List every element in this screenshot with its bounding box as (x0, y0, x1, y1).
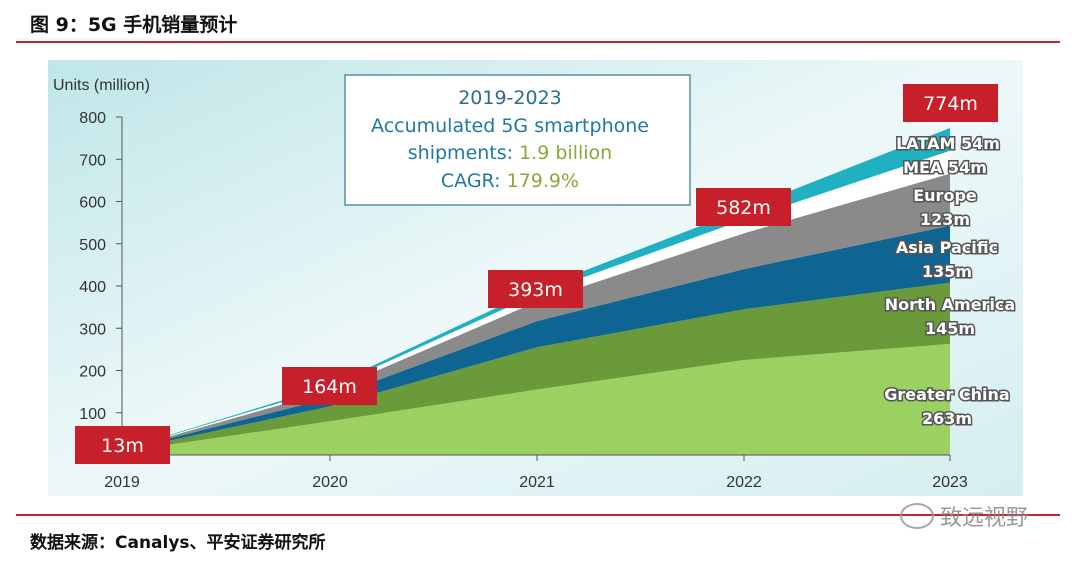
series-value-greater-china: 263m (922, 409, 972, 428)
watermark: 致远视野 (900, 500, 1028, 532)
total-label: 582m (716, 197, 771, 219)
annotation-period: 2019-2023 (458, 87, 562, 109)
watermark-text: 致远视野 (940, 506, 1029, 531)
bottom-divider (16, 514, 1060, 516)
area-europe (122, 173, 950, 451)
y-tick-label: 200 (79, 364, 106, 381)
y-tick-label: 100 (79, 406, 106, 423)
series-label-asia-pacific: Asia Pacific (896, 238, 998, 257)
y-axis-label: Units (million) (53, 77, 150, 94)
series-value-europe: 123m (920, 210, 970, 229)
annotation-shipments: shipments: 1.9 billion (408, 142, 612, 164)
annotation-subtitle: Accumulated 5G smartphone (371, 115, 649, 137)
total-badge (903, 84, 998, 122)
series-value-north-america: 145m (925, 319, 975, 338)
shipments-label: shipments: (408, 142, 519, 164)
y-tick-label: 400 (79, 279, 106, 296)
total-label: 13m (101, 435, 144, 457)
x-tick-label: 2022 (726, 474, 762, 491)
annotation-box: 2019-2023 Accumulated 5G smartphone ship… (344, 74, 691, 206)
y-tick-label: 800 (79, 110, 106, 127)
series-label-north-america: North America (885, 295, 1015, 314)
area-north-america (122, 282, 950, 452)
source-note: 数据来源：Canalys、平安证券研究所 (30, 533, 326, 553)
annotation-cagr: CAGR: 179.9% (441, 170, 579, 192)
y-tick-label: 300 (79, 321, 106, 338)
top-divider (16, 41, 1060, 43)
series-value-asia-pacific: 135m (922, 262, 972, 281)
y-tick-label: 500 (79, 237, 106, 254)
total-label: 393m (508, 279, 563, 301)
total-label: 164m (302, 376, 357, 398)
wechat-icon (900, 503, 934, 529)
cagr-value: 179.9% (507, 170, 579, 192)
total-label: 774m (923, 93, 978, 115)
x-tick-label: 2019 (104, 474, 140, 491)
area-greater-china (122, 343, 950, 455)
series-label-latam: LATAM 54m (896, 134, 1000, 153)
total-badge (696, 188, 791, 226)
y-tick-label: 700 (79, 152, 106, 169)
cagr-label: CAGR: (441, 170, 507, 192)
series-label-mea: MEA 54m (903, 158, 987, 177)
series-label-greater-china: Greater China (884, 385, 1009, 404)
y-tick-label: 600 (79, 195, 106, 212)
figure-title: 图 9：5G 手机销量预计 (30, 14, 238, 36)
series-label-europe: Europe (913, 186, 977, 205)
total-badge (75, 426, 170, 464)
x-tick-label: 2020 (312, 474, 348, 491)
x-tick-label: 2023 (932, 474, 968, 491)
x-tick-label: 2021 (519, 474, 555, 491)
total-badge (282, 367, 377, 405)
shipments-value: 1.9 billion (519, 142, 612, 164)
total-badge (488, 270, 583, 308)
area-asia-pacific (122, 225, 950, 451)
